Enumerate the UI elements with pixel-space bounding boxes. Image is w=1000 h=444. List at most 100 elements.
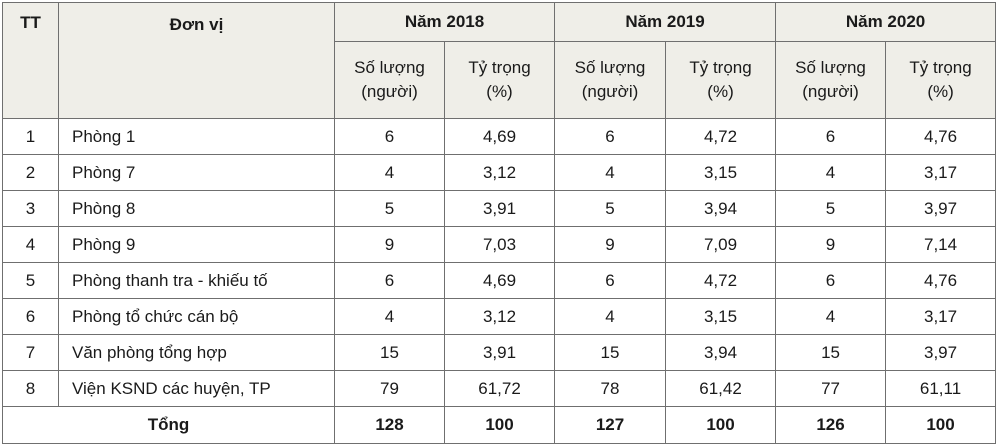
header-share-line1: Tỷ trọng — [909, 58, 972, 77]
count-cell: 9 — [334, 226, 445, 263]
total-label: Tổng — [2, 406, 335, 444]
share-cell: 3,17 — [885, 298, 997, 335]
share-cell: 3,94 — [665, 190, 777, 227]
total-count-cell: 128 — [334, 406, 445, 444]
count-cell: 6 — [334, 262, 445, 299]
count-cell: 4 — [554, 154, 667, 191]
share-cell: 7,09 — [665, 226, 777, 263]
share-cell: 3,12 — [443, 154, 556, 191]
count-cell: 15 — [554, 334, 667, 371]
table-row: 2 Phòng 7 4 3,12 4 3,15 4 3,17 — [2, 154, 997, 191]
header-count-2020: Số lượng (người) — [775, 41, 887, 119]
unit-name: Phòng tổ chức cán bộ — [58, 298, 335, 335]
unit-name: Văn phòng tổng hợp — [58, 334, 335, 371]
share-cell: 3,17 — [885, 154, 997, 191]
total-share-cell: 100 — [443, 406, 556, 444]
count-cell: 9 — [554, 226, 667, 263]
header-count-line1: Số lượng — [574, 58, 646, 77]
share-cell: 4,69 — [443, 262, 556, 299]
total-count-cell: 126 — [775, 406, 887, 444]
header-count-line1: Số lượng — [795, 58, 866, 77]
row-number: 4 — [2, 226, 59, 263]
header-unit: Đơn vị — [58, 2, 335, 119]
share-cell: 3,97 — [885, 190, 997, 227]
share-cell: 61,42 — [665, 370, 777, 407]
count-cell: 4 — [775, 154, 887, 191]
count-cell: 77 — [775, 370, 887, 407]
header-share-2019: Tỷ trọng (%) — [665, 41, 777, 119]
row-number: 1 — [2, 118, 59, 155]
unit-name: Viện KSND các huyện, TP — [58, 370, 335, 407]
header-count-2019: Số lượng (người) — [554, 41, 667, 119]
header-count-2018: Số lượng (người) — [334, 41, 445, 119]
share-cell: 3,91 — [443, 334, 556, 371]
row-number: 5 — [2, 262, 59, 299]
share-cell: 4,72 — [665, 262, 777, 299]
header-count-line2: (người) — [361, 82, 418, 101]
share-cell: 61,72 — [443, 370, 556, 407]
share-cell: 3,91 — [443, 190, 556, 227]
row-number: 6 — [2, 298, 59, 335]
share-cell: 4,69 — [443, 118, 556, 155]
count-cell: 6 — [554, 118, 667, 155]
total-share-cell: 100 — [665, 406, 777, 444]
header-share-line1: Tỷ trọng — [689, 58, 752, 77]
header-year-2020: Năm 2020 — [775, 2, 997, 42]
unit-name: Phòng thanh tra - khiếu tố — [58, 262, 335, 299]
header-share-line2: (%) — [707, 82, 734, 101]
count-cell: 6 — [554, 262, 667, 299]
total-row: Tổng 128 100 127 100 126 100 — [2, 406, 997, 444]
total-count-cell: 127 — [554, 406, 667, 444]
table-row: 5 Phòng thanh tra - khiếu tố 6 4,69 6 4,72 6 4,… — [2, 262, 997, 299]
count-cell: 5 — [334, 190, 445, 227]
share-cell: 4,76 — [885, 118, 997, 155]
header-share-line2: (%) — [486, 82, 513, 101]
count-cell: 5 — [775, 190, 887, 227]
count-cell: 6 — [775, 262, 887, 299]
header-count-line2: (người) — [802, 82, 859, 101]
share-cell: 3,12 — [443, 298, 556, 335]
header-year-2018: Năm 2018 — [333, 2, 556, 42]
unit-name: Phòng 7 — [58, 154, 335, 191]
table-row: 3 Phòng 8 5 3,91 5 3,94 5 3,97 — [2, 190, 997, 227]
table-row: 7 Văn phòng tổng hợp 15 3,91 15 3,94 15 3,97 — [2, 334, 997, 371]
count-cell: 4 — [554, 298, 667, 335]
total-share-cell: 100 — [885, 406, 997, 444]
count-cell: 4 — [775, 298, 887, 335]
count-cell: 15 — [334, 334, 445, 371]
table-row: 6 Phòng tổ chức cán bộ 4 3,12 4 3,15 4 3,17 — [2, 298, 997, 335]
count-cell: 79 — [334, 370, 445, 407]
header-share-line2: (%) — [927, 82, 954, 101]
header-count-line2: (người) — [581, 82, 639, 101]
count-cell: 78 — [554, 370, 667, 407]
share-cell: 3,97 — [885, 334, 997, 371]
row-number: 2 — [2, 154, 59, 191]
share-cell: 3,15 — [665, 154, 777, 191]
share-cell: 7,14 — [885, 226, 997, 263]
unit-name: Phòng 1 — [58, 118, 335, 155]
count-cell: 5 — [554, 190, 667, 227]
header-share-2018: Tỷ trọng (%) — [443, 41, 556, 119]
share-cell: 4,76 — [885, 262, 997, 299]
share-cell: 61,11 — [885, 370, 997, 407]
table-header: TT Đơn vị Năm 2018 Năm 2019 Năm 2020 Số … — [2, 2, 997, 119]
unit-name: Phòng 9 — [58, 226, 335, 263]
header-year-2019: Năm 2019 — [554, 2, 777, 42]
header-share-2020: Tỷ trọng (%) — [885, 41, 997, 119]
row-number: 3 — [2, 190, 59, 227]
header-share-line1: Tỷ trọng — [468, 58, 531, 77]
table-row: 8 Viện KSND các huyện, TP 79 61,72 78 61,42 77… — [2, 370, 997, 407]
count-cell: 15 — [775, 334, 887, 371]
row-number: 8 — [2, 370, 59, 407]
header-count-line1: Số lượng — [354, 58, 425, 77]
count-cell: 6 — [334, 118, 445, 155]
header-tt: TT — [2, 2, 59, 119]
unit-name: Phòng 8 — [58, 190, 335, 227]
count-cell: 6 — [775, 118, 887, 155]
count-cell: 4 — [334, 154, 445, 191]
count-cell: 9 — [775, 226, 887, 263]
table-row: 1 Phòng 1 6 4,69 6 4,72 6 4,76 — [2, 118, 997, 155]
share-cell: 4,72 — [665, 118, 777, 155]
row-number: 7 — [2, 334, 59, 371]
